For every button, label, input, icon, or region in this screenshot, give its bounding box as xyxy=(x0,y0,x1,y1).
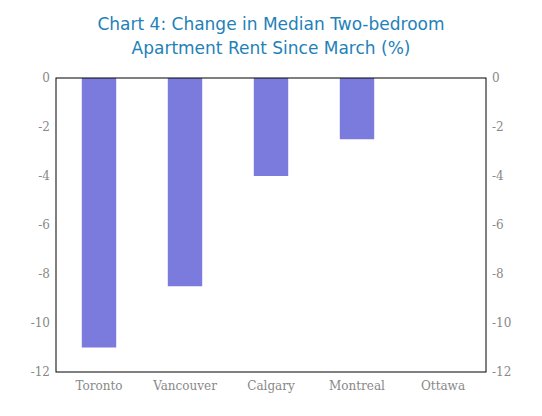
y2-tick-label: -6 xyxy=(492,218,504,232)
chart-svg: Chart 4: Change in Median Two-bedroom Apa… xyxy=(0,0,542,416)
bar xyxy=(340,78,374,139)
y-tick-label: -10 xyxy=(31,316,50,330)
y2-tick-label: 0 xyxy=(492,71,500,85)
bar xyxy=(82,78,116,348)
y2-tick-label: -2 xyxy=(492,120,504,134)
y-tick-label: -2 xyxy=(38,120,50,134)
x-tick-label: Ottawa xyxy=(421,379,465,393)
x-tick-label: Calgary xyxy=(247,379,295,393)
title: Chart 4: Change in Median Two-bedroom xyxy=(97,14,444,34)
bar xyxy=(168,78,202,286)
chart-container: Chart 4: Change in Median Two-bedroom Apa… xyxy=(0,0,542,416)
bars xyxy=(82,78,374,348)
y-tick-label: -4 xyxy=(38,169,50,183)
plot-frame xyxy=(56,78,486,372)
bar xyxy=(254,78,288,176)
x-tick-label: Toronto xyxy=(75,379,122,393)
y2-tick-label: -4 xyxy=(492,169,504,183)
y-tick-label: -6 xyxy=(38,218,50,232)
y-tick-label: -12 xyxy=(31,365,50,379)
y2-tick-label: -12 xyxy=(492,365,511,379)
subtitle: Apartment Rent Since March (%) xyxy=(132,38,411,58)
x-tick-label: Vancouver xyxy=(152,379,217,393)
y2-tick-label: -8 xyxy=(492,267,504,281)
x-tick-label: Montreal xyxy=(329,379,385,393)
y2-tick-label: -10 xyxy=(492,316,511,330)
y-tick-label: 0 xyxy=(42,71,50,85)
y-tick-label: -8 xyxy=(38,267,50,281)
